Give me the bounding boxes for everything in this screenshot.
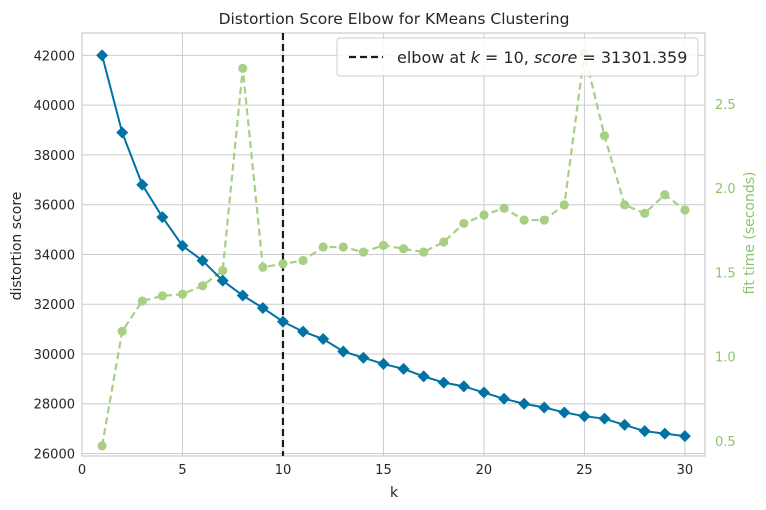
fit-time-point (177, 289, 188, 299)
distortion-point (397, 362, 410, 375)
fit-time-point (499, 203, 509, 213)
distortion-point (156, 211, 169, 224)
distortion-point (558, 406, 571, 419)
plot-border (81, 32, 706, 457)
distortion-point (136, 178, 149, 191)
y-tick-label: 26000 (34, 448, 75, 463)
fit-time-point (620, 200, 630, 210)
x-tick-label: 30 (677, 463, 694, 478)
fit-time-point (539, 215, 549, 225)
distortion-point (457, 380, 470, 393)
x-axis-ticks: 0 5 10 15 20 25 30 (78, 463, 693, 478)
distortion-point (297, 325, 310, 338)
fit-time-point (419, 247, 429, 257)
distortion-point (276, 315, 289, 328)
distortion-point (518, 397, 531, 410)
distortion-point (417, 370, 430, 383)
distortion-point (337, 345, 350, 358)
fit-time-point (559, 200, 569, 210)
distortion-point (638, 425, 651, 438)
fit-time-point (640, 208, 650, 218)
fit-time-point (599, 131, 610, 141)
fit-time-point (97, 441, 107, 451)
y2-axis-ticks: 0.5 1.0 1.5 2.0 2.5 (715, 98, 736, 450)
distortion-point (196, 254, 209, 267)
distortion-point (256, 301, 269, 314)
distortion-point (357, 351, 370, 364)
y2-tick-label: 2.5 (715, 98, 736, 113)
distortion-point (498, 392, 511, 405)
distortion-point (538, 401, 551, 414)
x-tick-label: 20 (476, 463, 493, 478)
fit-time-point (117, 326, 127, 336)
fit-time-point (398, 244, 409, 254)
fit-time-point (218, 266, 228, 276)
fit-time-point (519, 215, 529, 225)
distortion-point (598, 412, 611, 425)
x-tick-label: 0 (78, 463, 86, 478)
chart-title: Distortion Score Elbow for KMeans Cluste… (219, 10, 570, 28)
fit-time-point (157, 291, 167, 301)
y2-tick-label: 0.5 (715, 435, 736, 450)
distortion-point (216, 274, 229, 287)
distortion-point (578, 410, 591, 423)
fit-time-point (358, 247, 368, 257)
y2-axis-label: fit time (seconds) (742, 172, 758, 295)
y-tick-label: 38000 (34, 149, 75, 164)
fit-time-point (197, 281, 208, 291)
fit-time-point (459, 218, 469, 229)
x-tick-label: 10 (275, 463, 292, 478)
fit-time-point (298, 255, 308, 266)
fit-time-point (137, 296, 147, 306)
distortion-point (236, 289, 249, 302)
y-tick-label: 28000 (34, 398, 75, 413)
fit-time-point (378, 240, 389, 250)
distortion-point (437, 376, 450, 389)
y-axis-ticks: 26000 28000 30000 32000 34000 36000 38000 40000… (34, 49, 75, 462)
distortion-point (176, 239, 189, 252)
distortion-point (116, 126, 129, 139)
fit-time-point (439, 237, 449, 247)
fit-time-point (660, 190, 670, 200)
distortion-point (658, 427, 671, 440)
fit-time-point (278, 259, 288, 269)
y-tick-label: 32000 (34, 298, 75, 313)
fit-time-point (338, 242, 348, 252)
fit-time-point (238, 63, 248, 73)
fit-time-point (258, 262, 268, 272)
fit-time-point (318, 242, 328, 252)
y-tick-label: 34000 (34, 248, 75, 263)
y-tick-label: 42000 (34, 49, 75, 64)
distortion-point (96, 49, 109, 62)
x-tick-label: 15 (375, 463, 392, 478)
y-tick-label: 36000 (34, 199, 75, 214)
legend-elbow-label: elbow at k = 10, score = 31301.359 (397, 48, 687, 67)
x-axis-label: k (390, 485, 399, 501)
y2-tick-label: 2.0 (715, 182, 736, 197)
x-tick-label: 25 (576, 463, 593, 478)
distortion-point (618, 418, 631, 431)
y-axis-label: distortion score (9, 192, 25, 301)
legend-box (336, 37, 699, 77)
x-tick-label: 5 (178, 463, 186, 478)
y2-tick-label: 1.5 (715, 266, 736, 281)
y2-tick-label: 1.0 (715, 351, 736, 366)
fit-time-point (479, 210, 489, 220)
distortion-point (317, 333, 330, 346)
distortion-series (96, 49, 691, 443)
plot-frame (81, 32, 706, 457)
fit-time-point (680, 205, 690, 215)
y-tick-label: 40000 (34, 99, 75, 114)
y-tick-label: 30000 (34, 348, 75, 363)
distortion-point (377, 357, 390, 370)
distortion-point (678, 430, 691, 443)
legend: elbow at k = 10, score = 31301.359 (336, 37, 699, 77)
distortion-point (477, 386, 490, 399)
